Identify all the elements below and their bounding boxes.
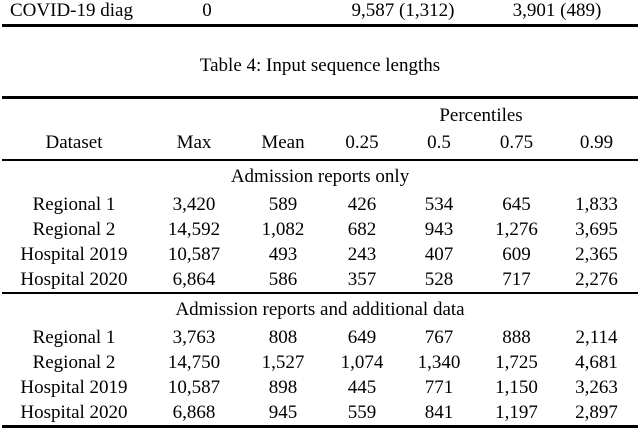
value-cell: 609 — [502, 244, 531, 265]
value-cell: 14,750 — [167, 352, 221, 373]
value-cell: 2,114 — [575, 327, 618, 348]
column-header-p50: 0.5 — [400, 127, 478, 161]
prev-row-label: COVID-19 diag — [10, 0, 133, 21]
value-cell: 3,763 — [172, 327, 216, 348]
percentiles-group-header: Percentiles — [439, 105, 523, 126]
column-header-p75: 0.75 — [478, 127, 555, 161]
prev-row-value: 0 — [202, 0, 212, 21]
value-cell: 898 — [268, 377, 298, 398]
dataset-cell: Hospital 2019 — [20, 244, 128, 265]
value-cell: 717 — [502, 269, 531, 290]
value-cell: 841 — [424, 402, 454, 423]
value-cell: 2,365 — [575, 244, 618, 265]
table-row: Hospital 2020 6,864 586 357 528 717 2,27… — [2, 267, 638, 293]
value-cell: 534 — [424, 194, 454, 215]
value-cell: 589 — [268, 194, 298, 215]
table-row: Regional 2 14,750 1,527 1,074 1,340 1,72… — [2, 350, 638, 375]
value-cell: 4,681 — [575, 352, 618, 373]
value-cell: 771 — [424, 377, 454, 398]
prev-row-value: 9,587 (1,312) — [351, 0, 455, 21]
previous-table-last-row: COVID-19 diag 0 9,587 (1,312) 3,901 (489… — [0, 0, 640, 22]
table-caption: Table 4: Input sequence lengths — [199, 55, 441, 76]
value-cell: 1,082 — [261, 219, 305, 240]
section-title-row: Admission reports only — [2, 160, 638, 192]
column-header-row: Dataset Max Mean 0.25 0.5 0.75 0.99 — [2, 127, 639, 161]
table-row: Hospital 2020 6,868 945 559 841 1,197 2,… — [2, 400, 638, 427]
group-header-spacer — [2, 98, 324, 128]
value-cell: 493 — [268, 244, 298, 265]
section-title-row: Admission reports and additional data — [2, 292, 639, 325]
column-header-p99: 0.99 — [555, 127, 639, 161]
column-header-dataset: Dataset — [2, 127, 146, 161]
dataset-cell: Regional 1 — [32, 194, 116, 215]
table-row: Hospital 2019 10,587 493 243 407 609 2,3… — [2, 242, 638, 267]
dataset-cell: Regional 2 — [32, 352, 116, 373]
value-cell: 14,592 — [167, 219, 221, 240]
value-cell: 10,587 — [167, 377, 221, 398]
value-cell: 1,527 — [261, 352, 305, 373]
value-cell: 1,340 — [417, 352, 461, 373]
value-cell: 528 — [424, 269, 454, 290]
value-cell: 943 — [424, 219, 454, 240]
table-row: Hospital 2019 10,587 898 445 771 1,150 3… — [2, 375, 638, 400]
value-cell: 1,833 — [575, 194, 618, 215]
table-row: Regional 1 3,420 589 426 534 645 1,833 — [2, 192, 638, 217]
value-cell: 945 — [268, 402, 298, 423]
value-cell: 767 — [424, 327, 454, 348]
value-cell: 243 — [347, 244, 377, 265]
dataset-cell: Hospital 2020 — [20, 402, 128, 423]
dataset-cell: Regional 2 — [32, 219, 116, 240]
value-cell: 6,864 — [172, 269, 216, 290]
value-cell: 10,587 — [167, 244, 221, 265]
value-cell: 426 — [347, 194, 377, 215]
value-cell: 3,263 — [575, 377, 618, 398]
value-cell: 1,150 — [495, 377, 538, 398]
prev-row-value: 3,901 (489) — [512, 0, 602, 21]
value-cell: 1,276 — [495, 219, 538, 240]
column-header-max: Max — [146, 127, 242, 161]
value-cell: 682 — [347, 219, 377, 240]
previous-table-bottom-rule — [2, 24, 638, 27]
value-cell: 1,725 — [495, 352, 538, 373]
value-cell: 2,276 — [575, 269, 618, 290]
value-cell: 445 — [347, 377, 377, 398]
value-cell: 1,074 — [340, 352, 384, 373]
value-cell: 645 — [502, 194, 531, 215]
value-cell: 586 — [268, 269, 298, 290]
dataset-cell: Hospital 2020 — [20, 269, 128, 290]
value-cell: 1,197 — [495, 402, 538, 423]
value-cell: 3,420 — [172, 194, 216, 215]
dataset-cell: Hospital 2019 — [20, 377, 128, 398]
value-cell: 6,868 — [172, 402, 216, 423]
table-row: Regional 2 14,592 1,082 682 943 1,276 3,… — [2, 217, 638, 242]
table-row: Regional 1 3,763 808 649 767 888 2,114 — [2, 325, 638, 350]
group-header-row: Percentiles — [2, 98, 638, 128]
input-sequence-lengths-table: Percentiles Dataset Max Mean 0.25 0.5 0.… — [2, 96, 639, 428]
dataset-cell: Regional 1 — [32, 327, 116, 348]
value-cell: 3,695 — [575, 219, 618, 240]
section-title: Admission reports only — [230, 165, 410, 187]
column-header-mean: Mean — [242, 127, 324, 161]
value-cell: 649 — [347, 327, 377, 348]
value-cell: 407 — [424, 244, 454, 265]
value-cell: 888 — [502, 327, 531, 348]
value-cell: 559 — [347, 402, 377, 423]
value-cell: 808 — [268, 327, 298, 348]
column-header-p25: 0.25 — [324, 127, 400, 161]
value-cell: 2,897 — [575, 402, 618, 423]
value-cell: 357 — [347, 269, 377, 290]
section-title: Admission reports and additional data — [2, 292, 639, 325]
